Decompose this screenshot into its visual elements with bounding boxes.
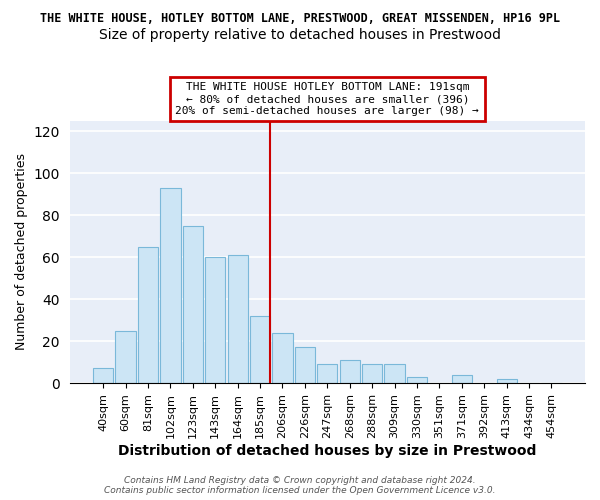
Text: Size of property relative to detached houses in Prestwood: Size of property relative to detached ho…: [99, 28, 501, 42]
Bar: [385, 364, 404, 383]
Text: THE WHITE HOUSE, HOTLEY BOTTOM LANE, PRESTWOOD, GREAT MISSENDEN, HP16 9PL: THE WHITE HOUSE, HOTLEY BOTTOM LANE, PRE…: [40, 12, 560, 26]
Bar: [250, 316, 270, 383]
Bar: [205, 257, 226, 383]
Bar: [362, 364, 382, 383]
Bar: [295, 348, 315, 383]
Bar: [160, 188, 181, 383]
Y-axis label: Number of detached properties: Number of detached properties: [15, 154, 28, 350]
Text: THE WHITE HOUSE HOTLEY BOTTOM LANE: 191sqm
← 80% of detached houses are smaller : THE WHITE HOUSE HOTLEY BOTTOM LANE: 191s…: [175, 82, 479, 116]
Bar: [272, 333, 293, 383]
Bar: [93, 368, 113, 383]
Bar: [138, 247, 158, 383]
X-axis label: Distribution of detached houses by size in Prestwood: Distribution of detached houses by size …: [118, 444, 536, 458]
Bar: [407, 377, 427, 383]
Bar: [452, 374, 472, 383]
Text: Contains HM Land Registry data © Crown copyright and database right 2024.
Contai: Contains HM Land Registry data © Crown c…: [104, 476, 496, 495]
Bar: [317, 364, 337, 383]
Bar: [340, 360, 360, 383]
Bar: [183, 226, 203, 383]
Bar: [115, 330, 136, 383]
Bar: [497, 379, 517, 383]
Bar: [227, 255, 248, 383]
